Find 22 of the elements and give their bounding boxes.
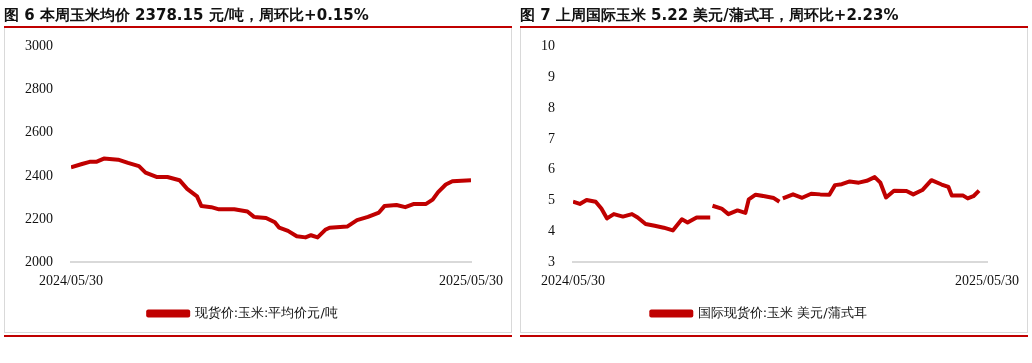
y-tick-label: 2400 [25,167,53,183]
x-tick-label: 2024/05/30 [39,273,103,289]
y-tick-label: 4 [548,223,555,239]
legend-label: 现货价:玉米:平均价元/吨 [194,304,338,320]
x-tick-label: 2024/05/30 [541,273,605,289]
y-tick-label: 5 [548,192,555,208]
y-tick-label: 2800 [25,81,53,97]
y-tick-label: 2200 [25,210,53,226]
y-tick-label: 9 [548,68,555,84]
x-tick-label: 2025/05/30 [955,273,1019,289]
y-tick-label: 10 [541,38,555,54]
y-tick-label: 2000 [25,253,53,269]
legend-label: 国际现货价:玉米 美元/蒲式耳 [697,304,867,320]
chart-title: 图 7 上周国际玉米 5.22 美元/蒲式耳，周环比+2.23% [520,0,1028,28]
y-tick-label: 6 [548,161,555,177]
chart-title: 图 6 本周玉米均价 2378.15 元/吨，周环比+0.15% [4,0,512,28]
y-tick-label: 8 [548,99,555,115]
y-tick-label: 3000 [25,38,53,54]
x-tick-label: 2025/05/30 [439,273,503,289]
y-tick-label: 7 [548,130,555,146]
y-tick-label: 2600 [25,124,53,140]
y-tick-label: 3 [548,253,555,269]
